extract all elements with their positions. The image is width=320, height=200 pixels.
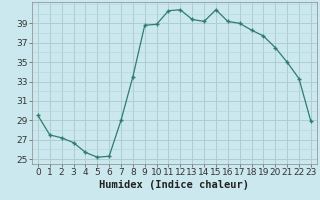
X-axis label: Humidex (Indice chaleur): Humidex (Indice chaleur) [100,180,249,190]
